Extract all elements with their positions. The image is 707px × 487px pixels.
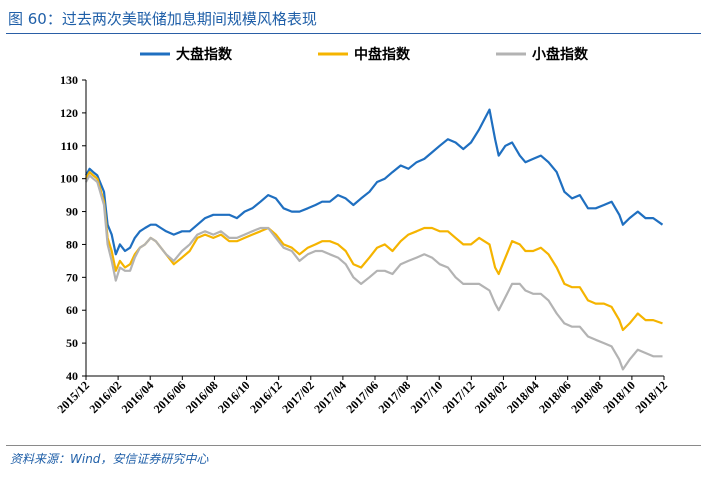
y-tick-label: 130 bbox=[60, 73, 78, 87]
x-tick-label: 2016/10 bbox=[215, 378, 253, 416]
x-tick-label: 2016/02 bbox=[87, 378, 125, 416]
x-tick-label: 2016/04 bbox=[119, 378, 157, 416]
chart-axes: 4050607080901001101201302015/122016/0220… bbox=[54, 73, 670, 416]
x-tick-label: 2016/12 bbox=[247, 378, 285, 416]
x-tick-label: 2018/04 bbox=[504, 378, 542, 416]
x-tick-label: 2018/12 bbox=[632, 378, 670, 416]
x-tick-label: 2015/12 bbox=[54, 378, 92, 416]
series-line-3 bbox=[85, 174, 663, 371]
y-tick-label: 60 bbox=[66, 303, 78, 317]
x-tick-label: 2016/06 bbox=[151, 378, 189, 416]
chart-legend: 大盘指数 中盘指数 小盘指数 bbox=[140, 46, 589, 63]
figure-source: 资料来源：Wind，安信证券研究中心 bbox=[10, 452, 209, 466]
x-tick-label: 2017/04 bbox=[311, 378, 349, 416]
y-tick-label: 120 bbox=[60, 106, 78, 120]
title-rule bbox=[6, 33, 701, 34]
x-tick-label: 2017/02 bbox=[279, 378, 317, 416]
y-tick-label: 90 bbox=[66, 205, 78, 219]
x-tick-label: 2018/02 bbox=[472, 378, 510, 416]
source-rule bbox=[6, 445, 701, 446]
x-tick-label: 2017/10 bbox=[408, 378, 446, 416]
y-tick-label: 50 bbox=[66, 336, 78, 350]
y-tick-label: 70 bbox=[66, 270, 78, 284]
series-layer bbox=[85, 108, 664, 371]
y-tick-label: 110 bbox=[61, 139, 78, 153]
x-tick-label: 2016/08 bbox=[183, 378, 221, 416]
y-tick-label: 40 bbox=[66, 369, 78, 383]
x-tick-label: 2017/06 bbox=[343, 378, 381, 416]
x-tick-label: 2017/08 bbox=[376, 378, 414, 416]
figure-title: 图 60：过去两次美联储加息期间规模风格表现 bbox=[8, 10, 317, 28]
x-tick-label: 2018/08 bbox=[568, 378, 606, 416]
y-tick-label: 80 bbox=[66, 237, 78, 251]
series-line-1 bbox=[85, 108, 664, 256]
x-tick-label: 2018/10 bbox=[600, 378, 638, 416]
legend-label-2: 中盘指数 bbox=[354, 46, 411, 63]
legend-label-1: 大盘指数 bbox=[176, 46, 233, 63]
y-tick-label: 100 bbox=[60, 172, 78, 186]
x-tick-label: 2018/06 bbox=[536, 378, 574, 416]
legend-label-3: 小盘指数 bbox=[532, 46, 589, 63]
x-tick-label: 2017/12 bbox=[440, 378, 478, 416]
